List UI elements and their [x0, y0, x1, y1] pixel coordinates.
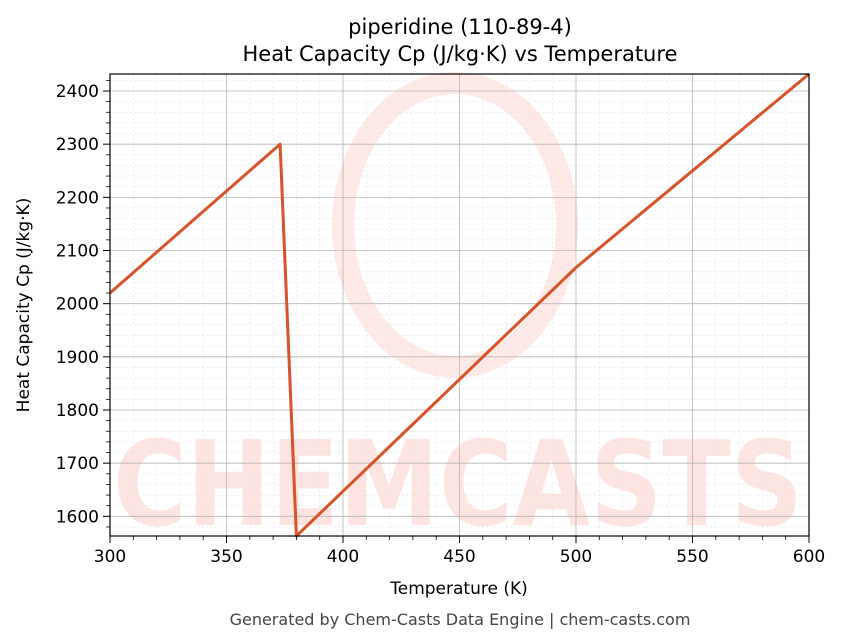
y-tick-label: 1600: [56, 507, 99, 527]
x-tick-label: 600: [793, 547, 825, 567]
y-tick-label: 2000: [56, 295, 99, 315]
y-tick-label: 1700: [56, 454, 99, 474]
x-axis-label: Temperature (K): [389, 579, 528, 599]
footer-credit: Generated by Chem-Casts Data Engine | ch…: [230, 610, 691, 629]
watermark-ring-icon: [332, 72, 578, 378]
y-tick-label: 2300: [56, 135, 99, 155]
axis-ticks: 300 350 400 450 500 550 600 1600 1700 1800 1900 200…: [56, 79, 825, 567]
x-tick-label: 550: [676, 547, 708, 567]
x-tick-label: 300: [94, 547, 126, 567]
y-tick-label: 1800: [56, 401, 99, 421]
chart-title: piperidine (110-89-4): [348, 15, 572, 39]
y-axis-label: Heat Capacity Cp (J/kg·K): [14, 198, 34, 413]
y-tick-label: 2400: [56, 82, 99, 102]
x-tick-label: 500: [560, 547, 592, 567]
x-tick-label: 350: [210, 547, 242, 567]
chart-subtitle: Heat Capacity Cp (J/kg·K) vs Temperature: [243, 42, 678, 66]
watermark-text: CHEMCASTS: [113, 415, 803, 553]
y-tick-label: 2200: [56, 188, 99, 208]
y-tick-label: 1900: [56, 348, 99, 368]
x-tick-label: 400: [327, 547, 359, 567]
watermark-logo: CHEMCASTS: [113, 72, 803, 553]
y-tick-label: 2100: [56, 242, 99, 262]
x-tick-label: 450: [443, 547, 475, 567]
